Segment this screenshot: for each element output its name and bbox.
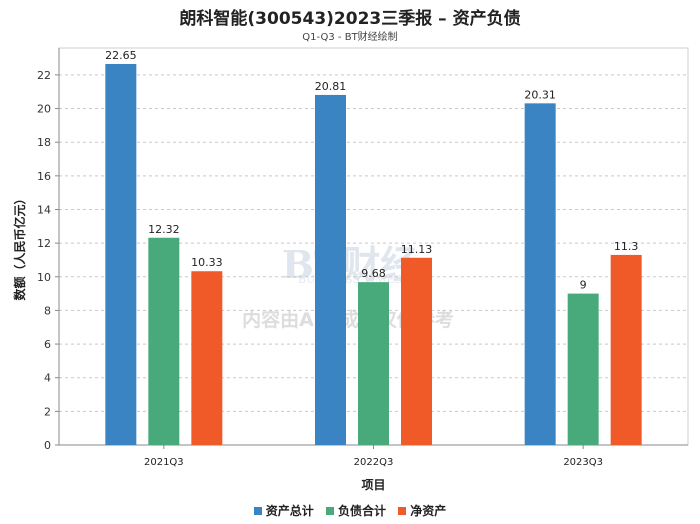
y-tick-label: 10	[37, 271, 51, 284]
bar-liabilities	[148, 237, 180, 445]
y-tick-label: 20	[37, 103, 51, 116]
bar-value-label: 12.32	[148, 223, 180, 236]
legend-swatch-net-assets	[398, 507, 407, 515]
x-axis-title: 项目	[361, 478, 385, 492]
bar-value-label: 20.81	[315, 80, 347, 93]
bar-value-label: 9.68	[361, 267, 386, 280]
y-tick-label: 6	[44, 338, 51, 351]
legend-label-liabilities: 负债合计	[337, 504, 386, 518]
bar-value-label: 9	[580, 279, 587, 292]
x-tick-label: 2021Q3	[144, 457, 184, 468]
legend: 资产总计 负债合计 净资产	[0, 502, 700, 519]
y-tick-label: 0	[44, 439, 51, 452]
legend-item-net-assets[interactable]: 净资产	[398, 502, 446, 519]
legend-item-liabilities[interactable]: 负债合计	[325, 502, 386, 519]
watermark-logo: BT财经	[282, 242, 418, 287]
legend-item-assets[interactable]: 资产总计	[253, 502, 314, 519]
legend-swatch-liabilities	[325, 507, 334, 515]
legend-label-net-assets: 净资产	[410, 504, 447, 518]
y-tick-label: 18	[37, 136, 51, 149]
bar-assets	[524, 103, 556, 446]
bar-value-label: 11.13	[401, 243, 433, 256]
chart-title: 朗科智能(300543)2023三季报 – 资产负债	[179, 9, 521, 29]
bar-net-assets	[191, 271, 223, 445]
bar-assets	[105, 63, 137, 446]
y-tick-label: 14	[37, 203, 51, 216]
legend-swatch-assets	[253, 507, 262, 515]
x-tick-label: 2023Q3	[563, 457, 603, 468]
watermark-notice: 内容由AI生成，仅供参考	[242, 308, 454, 331]
bar-net-assets	[610, 254, 642, 445]
y-tick-label: 2	[44, 405, 51, 418]
bar-liabilities	[358, 282, 389, 445]
bar-assets	[315, 94, 346, 445]
legend-label-assets: 资产总计	[265, 504, 314, 518]
bar-value-label: 10.33	[191, 256, 223, 269]
bar-value-label: 22.65	[105, 49, 137, 62]
bar-net-assets	[401, 257, 432, 445]
y-tick-label: 4	[44, 372, 51, 385]
y-tick-label: 8	[44, 304, 51, 317]
y-tick-label: 12	[37, 237, 51, 250]
y-tick-label: 16	[37, 170, 51, 183]
chart-subtitle: Q1-Q3 - BT财经绘制	[302, 32, 398, 43]
y-axis-title: 数额（人民币亿元）	[12, 192, 27, 300]
bar-value-label: 11.3	[614, 240, 639, 253]
y-tick-label: 22	[37, 69, 51, 82]
bar-liabilities	[567, 293, 599, 445]
x-tick-label: 2022Q3	[354, 457, 394, 468]
bar-value-label: 20.31	[524, 88, 556, 101]
